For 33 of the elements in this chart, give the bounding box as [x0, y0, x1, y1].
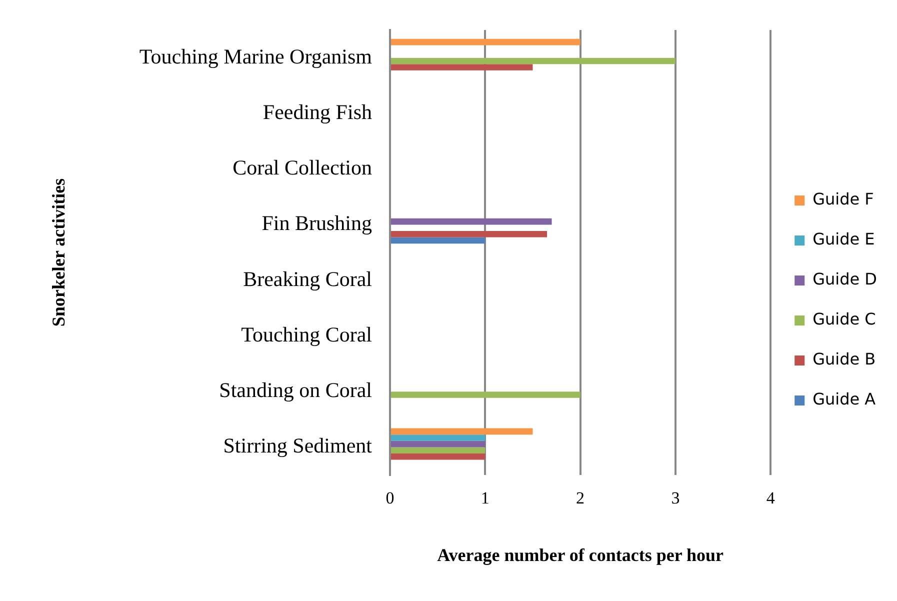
bar — [391, 392, 580, 398]
bar — [391, 434, 486, 441]
x-tick-label: 0 — [386, 488, 394, 508]
legend-label: Guide E — [812, 230, 875, 249]
y-tick-label: Touching Marine Organism — [139, 44, 372, 68]
bar — [391, 237, 486, 244]
y-tick-label: Breaking Coral — [243, 266, 372, 291]
y-tick-label: Touching Coral — [241, 322, 372, 346]
y-tick-label: Fin Brushing — [262, 211, 372, 236]
bar — [391, 447, 486, 454]
bar — [391, 230, 547, 238]
x-tick-label: 3 — [671, 488, 680, 508]
legend-label: Guide D — [812, 270, 877, 289]
legend-label: Guide B — [812, 350, 876, 369]
legend-label: Guide C — [812, 310, 876, 329]
legend-label: Guide A — [812, 390, 876, 409]
legend-label: Guide F — [812, 190, 874, 209]
bar — [391, 453, 486, 460]
y-tick-label: Standing on Coral — [219, 378, 372, 402]
bar — [391, 64, 533, 70]
bar — [391, 218, 552, 225]
y-tick-label: Stirring Sediment — [223, 434, 372, 458]
bar — [391, 38, 580, 46]
bar — [391, 428, 533, 435]
bar — [391, 58, 676, 64]
bar — [391, 440, 486, 448]
y-tick-label: Coral Collection — [232, 156, 372, 180]
y-axis-title: Snorkeler activities — [48, 178, 68, 327]
x-tick-label: 4 — [766, 488, 776, 508]
x-axis-title: Average number of contacts per hour — [437, 544, 724, 565]
y-tick-label: Feeding Fish — [262, 100, 372, 124]
x-tick-label: 2 — [576, 488, 585, 508]
x-tick-label: 1 — [480, 488, 490, 508]
